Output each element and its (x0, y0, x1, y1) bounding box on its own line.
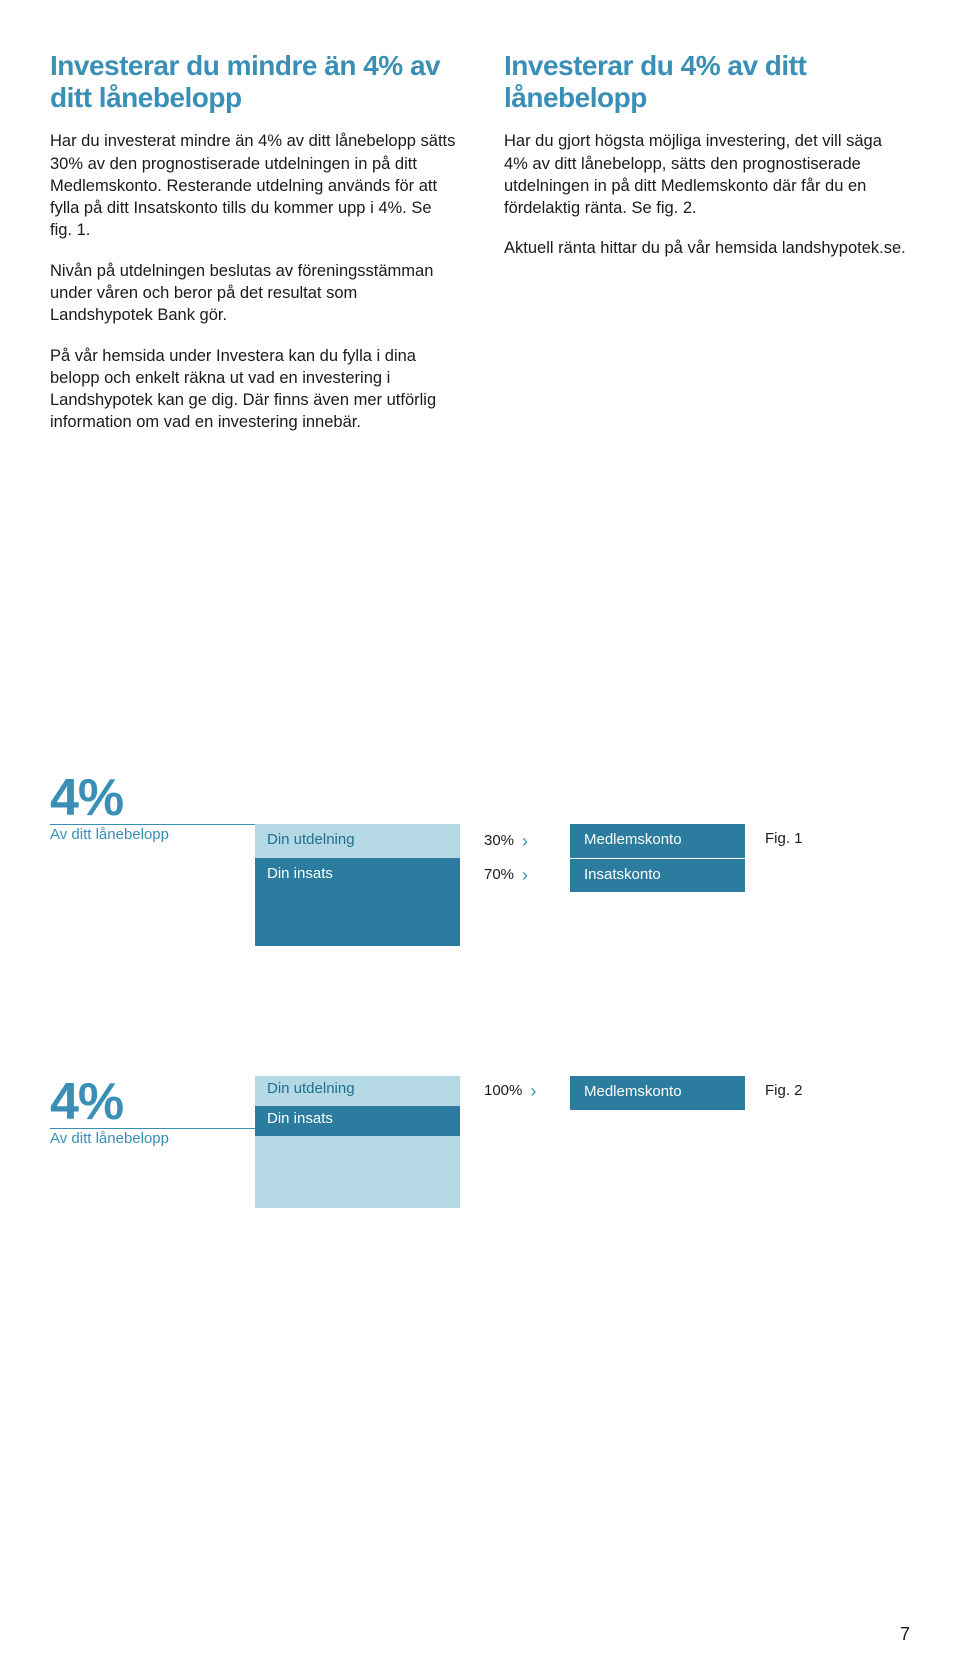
fig1-split-1-pct: 70% (484, 866, 514, 883)
fig2-targets: Medlemskonto (570, 1076, 745, 1110)
left-p2: Nivån på utdelningen beslutas av förenin… (50, 260, 456, 327)
fig1-pct-label: Av ditt lånebelopp (50, 826, 255, 843)
fig1-target-1-label: Insatskonto (584, 866, 661, 883)
fig1-target-0-label: Medlemskonto (584, 831, 682, 848)
chevron-right-icon: › (522, 832, 528, 850)
fig2-bar-empty (255, 1136, 460, 1208)
right-p2: Aktuell ränta hittar du på vår hemsida l… (504, 237, 910, 259)
left-p1: Har du investerat mindre än 4% av ditt l… (50, 130, 456, 241)
text-columns: Investerar du mindre än 4% av ditt låneb… (50, 50, 910, 452)
page-number: 7 (900, 1624, 910, 1645)
figure-1: 4% Av ditt lånebelopp Din utdelning Din … (50, 772, 910, 946)
fig1-pct-value: 4% (50, 772, 255, 824)
fig1-caption: Fig. 1 (745, 824, 803, 847)
fig1-bar-insats: Din insats (255, 858, 460, 946)
fig1-target-1: Insatskonto (570, 858, 745, 892)
fig2-bar-top-label: Din utdelning (267, 1080, 355, 1097)
fig1-targets: Medlemskonto Insatskonto (570, 824, 745, 892)
fig2-target-0-label: Medlemskonto (584, 1083, 682, 1100)
chevron-right-icon: › (522, 866, 528, 884)
fig2-bar-mid-label: Din insats (267, 1110, 333, 1127)
left-column: Investerar du mindre än 4% av ditt låneb… (50, 50, 456, 452)
fig2-bar-utdelning: Din utdelning (255, 1076, 460, 1106)
figures-area: 4% Av ditt lånebelopp Din utdelning Din … (50, 772, 910, 1208)
fig2-split-0: 100% › (484, 1076, 570, 1106)
left-p3: På vår hemsida under Investera kan du fy… (50, 345, 456, 434)
left-heading: Investerar du mindre än 4% av ditt låneb… (50, 50, 456, 114)
fig1-split-1: 70% › (484, 858, 570, 892)
right-p1: Har du gjort högsta möjliga investering,… (504, 130, 910, 219)
fig1-bars: Din utdelning Din insats (255, 824, 460, 946)
fig2-split-0-pct: 100% (484, 1082, 522, 1099)
fig1-split-0: 30% › (484, 824, 570, 858)
fig2-bar-insats: Din insats (255, 1106, 460, 1136)
fig1-target-0: Medlemskonto (570, 824, 745, 858)
chevron-right-icon: › (530, 1082, 536, 1100)
fig1-pct-split: 30% › 70% › (460, 824, 570, 892)
fig2-bars: Din utdelning Din insats (255, 1076, 460, 1208)
fig2-pct-label: Av ditt lånebelopp (50, 1130, 255, 1147)
fig1-split-0-pct: 30% (484, 832, 514, 849)
fig1-bar-utdelning: Din utdelning (255, 824, 460, 858)
right-heading: Investerar du 4% av ditt lånebelopp (504, 50, 910, 114)
right-column: Investerar du 4% av ditt lånebelopp Har … (504, 50, 910, 452)
figure-2: 4% Av ditt lånebelopp Din utdelning Din … (50, 1076, 910, 1208)
fig2-left: 4% Av ditt lånebelopp (50, 1076, 255, 1147)
fig2-caption: Fig. 2 (745, 1076, 803, 1099)
fig2-pct-value: 4% (50, 1076, 255, 1128)
fig1-bar-bottom-label: Din insats (267, 865, 333, 882)
fig2-rule (50, 1128, 255, 1129)
fig2-target-0: Medlemskonto (570, 1076, 745, 1110)
fig1-left: 4% Av ditt lånebelopp (50, 772, 255, 843)
fig1-bar-top-label: Din utdelning (267, 831, 355, 848)
fig2-pct-split: 100% › (460, 1076, 570, 1106)
